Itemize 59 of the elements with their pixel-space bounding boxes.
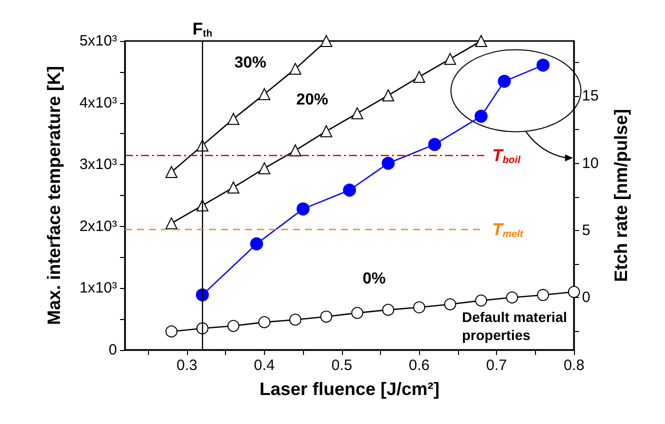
point [413,70,426,83]
x-tick-label: 0.8 [564,357,584,374]
point [474,110,488,123]
point [536,58,550,72]
point [428,138,442,151]
y2-axis-title: Etch rate [nm/pulse] [611,108,631,282]
x-tick-label: 0.6 [408,357,430,374]
point [320,35,332,47]
point [506,291,518,304]
y-axis-title: Max. interface temperature [K] [44,66,64,326]
point [475,35,488,47]
point [382,156,395,170]
point [296,202,310,216]
point [444,298,456,310]
point [343,184,356,197]
point [250,237,264,250]
y-tick-label: 0 [108,342,117,358]
y2-tick-label: 0 [582,289,590,306]
series-label: 20% [296,92,328,109]
point [227,112,240,125]
point [351,306,364,319]
x-tick-label: 0.5 [331,357,352,374]
point [165,325,178,338]
point [227,320,240,332]
point [165,166,178,178]
y-tick-label: 1x10³ [79,280,117,297]
y-tick-label: 3x10³ [79,156,117,174]
annotation: Default material properties [462,309,568,343]
point [320,125,332,138]
point [537,289,550,301]
point [351,107,364,120]
point [258,88,270,100]
point [382,89,394,102]
x-tick-label: 0.3 [176,357,198,374]
y-tick-label: 5x10³ [79,32,117,50]
point [475,294,488,307]
point [498,74,511,88]
y-tick-label: 2x10³ [79,218,117,235]
point [258,162,270,174]
point [289,62,302,75]
point [165,217,178,230]
point [568,286,580,298]
y-tick-label: 4x10³ [79,94,117,112]
point [382,304,394,316]
point [289,144,302,156]
series-label: 0% [362,270,386,288]
point [444,52,456,65]
point [289,314,302,326]
y2-tick-label: 15 [582,88,599,105]
x-tick-label: 0.4 [254,357,275,374]
series-label: 30% [234,54,266,72]
point [413,301,426,314]
x-axis-title: Laser fluence [J/cm²] [259,379,440,399]
point [320,310,332,323]
point [227,181,240,194]
point [258,316,270,328]
y2-tick-label: 10 [582,154,599,172]
y2-tick-label: 5 [582,222,590,239]
x-tick-label: 0.7 [486,357,508,374]
